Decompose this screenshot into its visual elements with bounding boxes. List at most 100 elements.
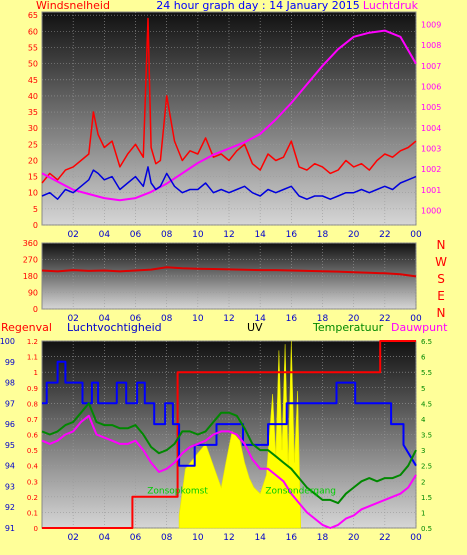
pressure-tick-label: 1009: [421, 20, 441, 29]
temperature-tick-label: 3.5: [421, 432, 432, 440]
rain-humidity-temp-series: [41, 340, 417, 529]
wind-pressure-time-ticks: 02 04 06 08 10 12 14 16 18 20 22 00: [67, 230, 422, 240]
wind-direction-series: [41, 266, 417, 278]
direction-tick-label: 90: [28, 289, 38, 298]
rain-tick-label: 0.1: [27, 509, 38, 517]
humidity-header: Luchtvochtigheid: [67, 321, 162, 334]
pressure-tick-label: 1007: [421, 62, 441, 71]
rain-tick-label: 0.5: [27, 447, 38, 455]
rain-header: Regenval: [1, 321, 52, 334]
humidity-tick-label: 92: [5, 503, 15, 512]
humidity-line: [42, 360, 417, 467]
temperature-tick-label: 5.5: [421, 369, 432, 377]
wind-tick-label: 45: [28, 76, 38, 85]
temperature-line: [41, 402, 417, 505]
wind-tick-label: 40: [28, 92, 38, 101]
time-tick-label: 16: [286, 230, 298, 240]
time-tick-label: 10: [192, 230, 204, 240]
pressure-line: [41, 29, 417, 202]
wind-tick-label: 0: [33, 221, 38, 230]
wind-tick-label: 65: [28, 11, 38, 20]
sun-annotations: Zonsopkomst Zonsondergang: [147, 487, 336, 497]
time-tick-label: 22: [379, 533, 390, 543]
time-tick-label: 04: [99, 230, 111, 240]
temperature-tick-label: 4.5: [421, 400, 432, 408]
time-tick-label: 12: [223, 314, 234, 324]
time-tick-label: 10: [192, 533, 204, 543]
temperature-tick-label: 2.5: [421, 463, 432, 471]
pressure-tick-label: 1003: [421, 144, 441, 153]
pressure-tick-label: 1005: [421, 103, 441, 112]
dewpoint-header: Dauwpunt: [391, 321, 448, 334]
time-tick-label: 02: [67, 314, 78, 324]
wind-tick-label: 15: [28, 173, 38, 182]
wind-speed-line: [41, 17, 417, 184]
time-tick-label: 08: [161, 230, 173, 240]
time-tick-label: 08: [161, 533, 173, 543]
pressure-tick-label: 1008: [421, 41, 441, 50]
time-tick-label: 02: [67, 230, 78, 240]
rain-tick-label: 1.1: [27, 354, 38, 362]
rain-humidity-temp-time-ticks: 02 04 06 08 10 12 14 16 18 20 22 00: [67, 533, 422, 543]
wind-tick-label: 55: [28, 44, 38, 53]
humidity-tick-label: 93: [5, 482, 15, 491]
uv-header: UV: [247, 321, 263, 334]
rain-tick-label: 0: [34, 525, 38, 533]
pressure-tick-label: 1001: [421, 186, 441, 195]
rain-tick-label: 1: [34, 369, 38, 377]
time-tick-label: 04: [99, 533, 111, 543]
wind-tick-label: 5: [33, 205, 38, 214]
time-tick-label: 10: [192, 314, 204, 324]
time-tick-label: 22: [379, 314, 390, 324]
temperature-tick-label: 6.5: [421, 338, 432, 346]
wind-tick-label: 50: [28, 60, 38, 69]
wind-direction-line: [41, 266, 417, 278]
rain-tick-label: 0.9: [27, 385, 38, 393]
time-tick-label: 18: [317, 533, 329, 543]
pressure-axis-title: Luchtdruk: [363, 0, 419, 12]
wind-tick-label: 30: [28, 124, 38, 133]
temperature-tick-label: 1: [421, 509, 425, 517]
temperature-tick-label: 1.5: [421, 494, 432, 502]
humidity-tick-label: 94: [5, 462, 15, 471]
time-tick-label: 02: [67, 533, 78, 543]
time-tick-label: 14: [254, 230, 266, 240]
rain-line: [42, 340, 416, 529]
humidity-tick-label: 99: [5, 358, 15, 367]
time-tick-label: 16: [286, 314, 298, 324]
time-tick-label: 18: [317, 314, 329, 324]
pressure-ticks: 1000 1001 1002 1003 1004 1005 1006 1007 1008 1009: [421, 20, 441, 215]
time-tick-label: 20: [348, 314, 360, 324]
time-tick-label: 06: [130, 314, 142, 324]
dewpoint-line: [41, 414, 417, 529]
pressure-tick-label: 1000: [421, 207, 441, 216]
humidity-tick-label: 98: [5, 379, 15, 388]
wind-direction-ticks: 0 90 180 270 360: [23, 239, 38, 314]
wind-average-line: [41, 166, 417, 200]
direction-tick-label: 180: [23, 272, 38, 281]
time-tick-label: 00: [410, 230, 422, 240]
rain-ticks: 0 0.1 0.2 0.3 0.4 0.5 0.6 0.7 0.8 0.9 1 1.1 1.2: [27, 338, 39, 533]
compass-label: S: [437, 272, 445, 286]
temperature-tick-label: 0.5: [421, 525, 432, 533]
direction-tick-label: 270: [23, 256, 38, 265]
compass-label: W: [435, 255, 447, 269]
time-tick-label: 20: [348, 230, 360, 240]
humidity-tick-label: 95: [5, 441, 15, 450]
rain-tick-label: 0.7: [27, 416, 38, 424]
rain-tick-label: 0.3: [27, 478, 38, 486]
time-tick-label: 12: [223, 230, 234, 240]
pressure-tick-label: 1002: [421, 165, 441, 174]
sun-event-label: Zonsopkomst: [147, 487, 208, 497]
uv-area: [178, 340, 302, 529]
time-tick-label: 22: [379, 230, 390, 240]
wind-direction-grid: [42, 242, 417, 310]
wind-tick-label: 20: [28, 156, 38, 165]
rain-tick-label: 0.4: [27, 463, 39, 471]
sun-event-label: Zonsondergang: [265, 487, 336, 497]
temperature-tick-label: 3: [421, 447, 425, 455]
wind-pressure-series: [41, 17, 417, 202]
temperature-tick-label: 5: [421, 385, 425, 393]
